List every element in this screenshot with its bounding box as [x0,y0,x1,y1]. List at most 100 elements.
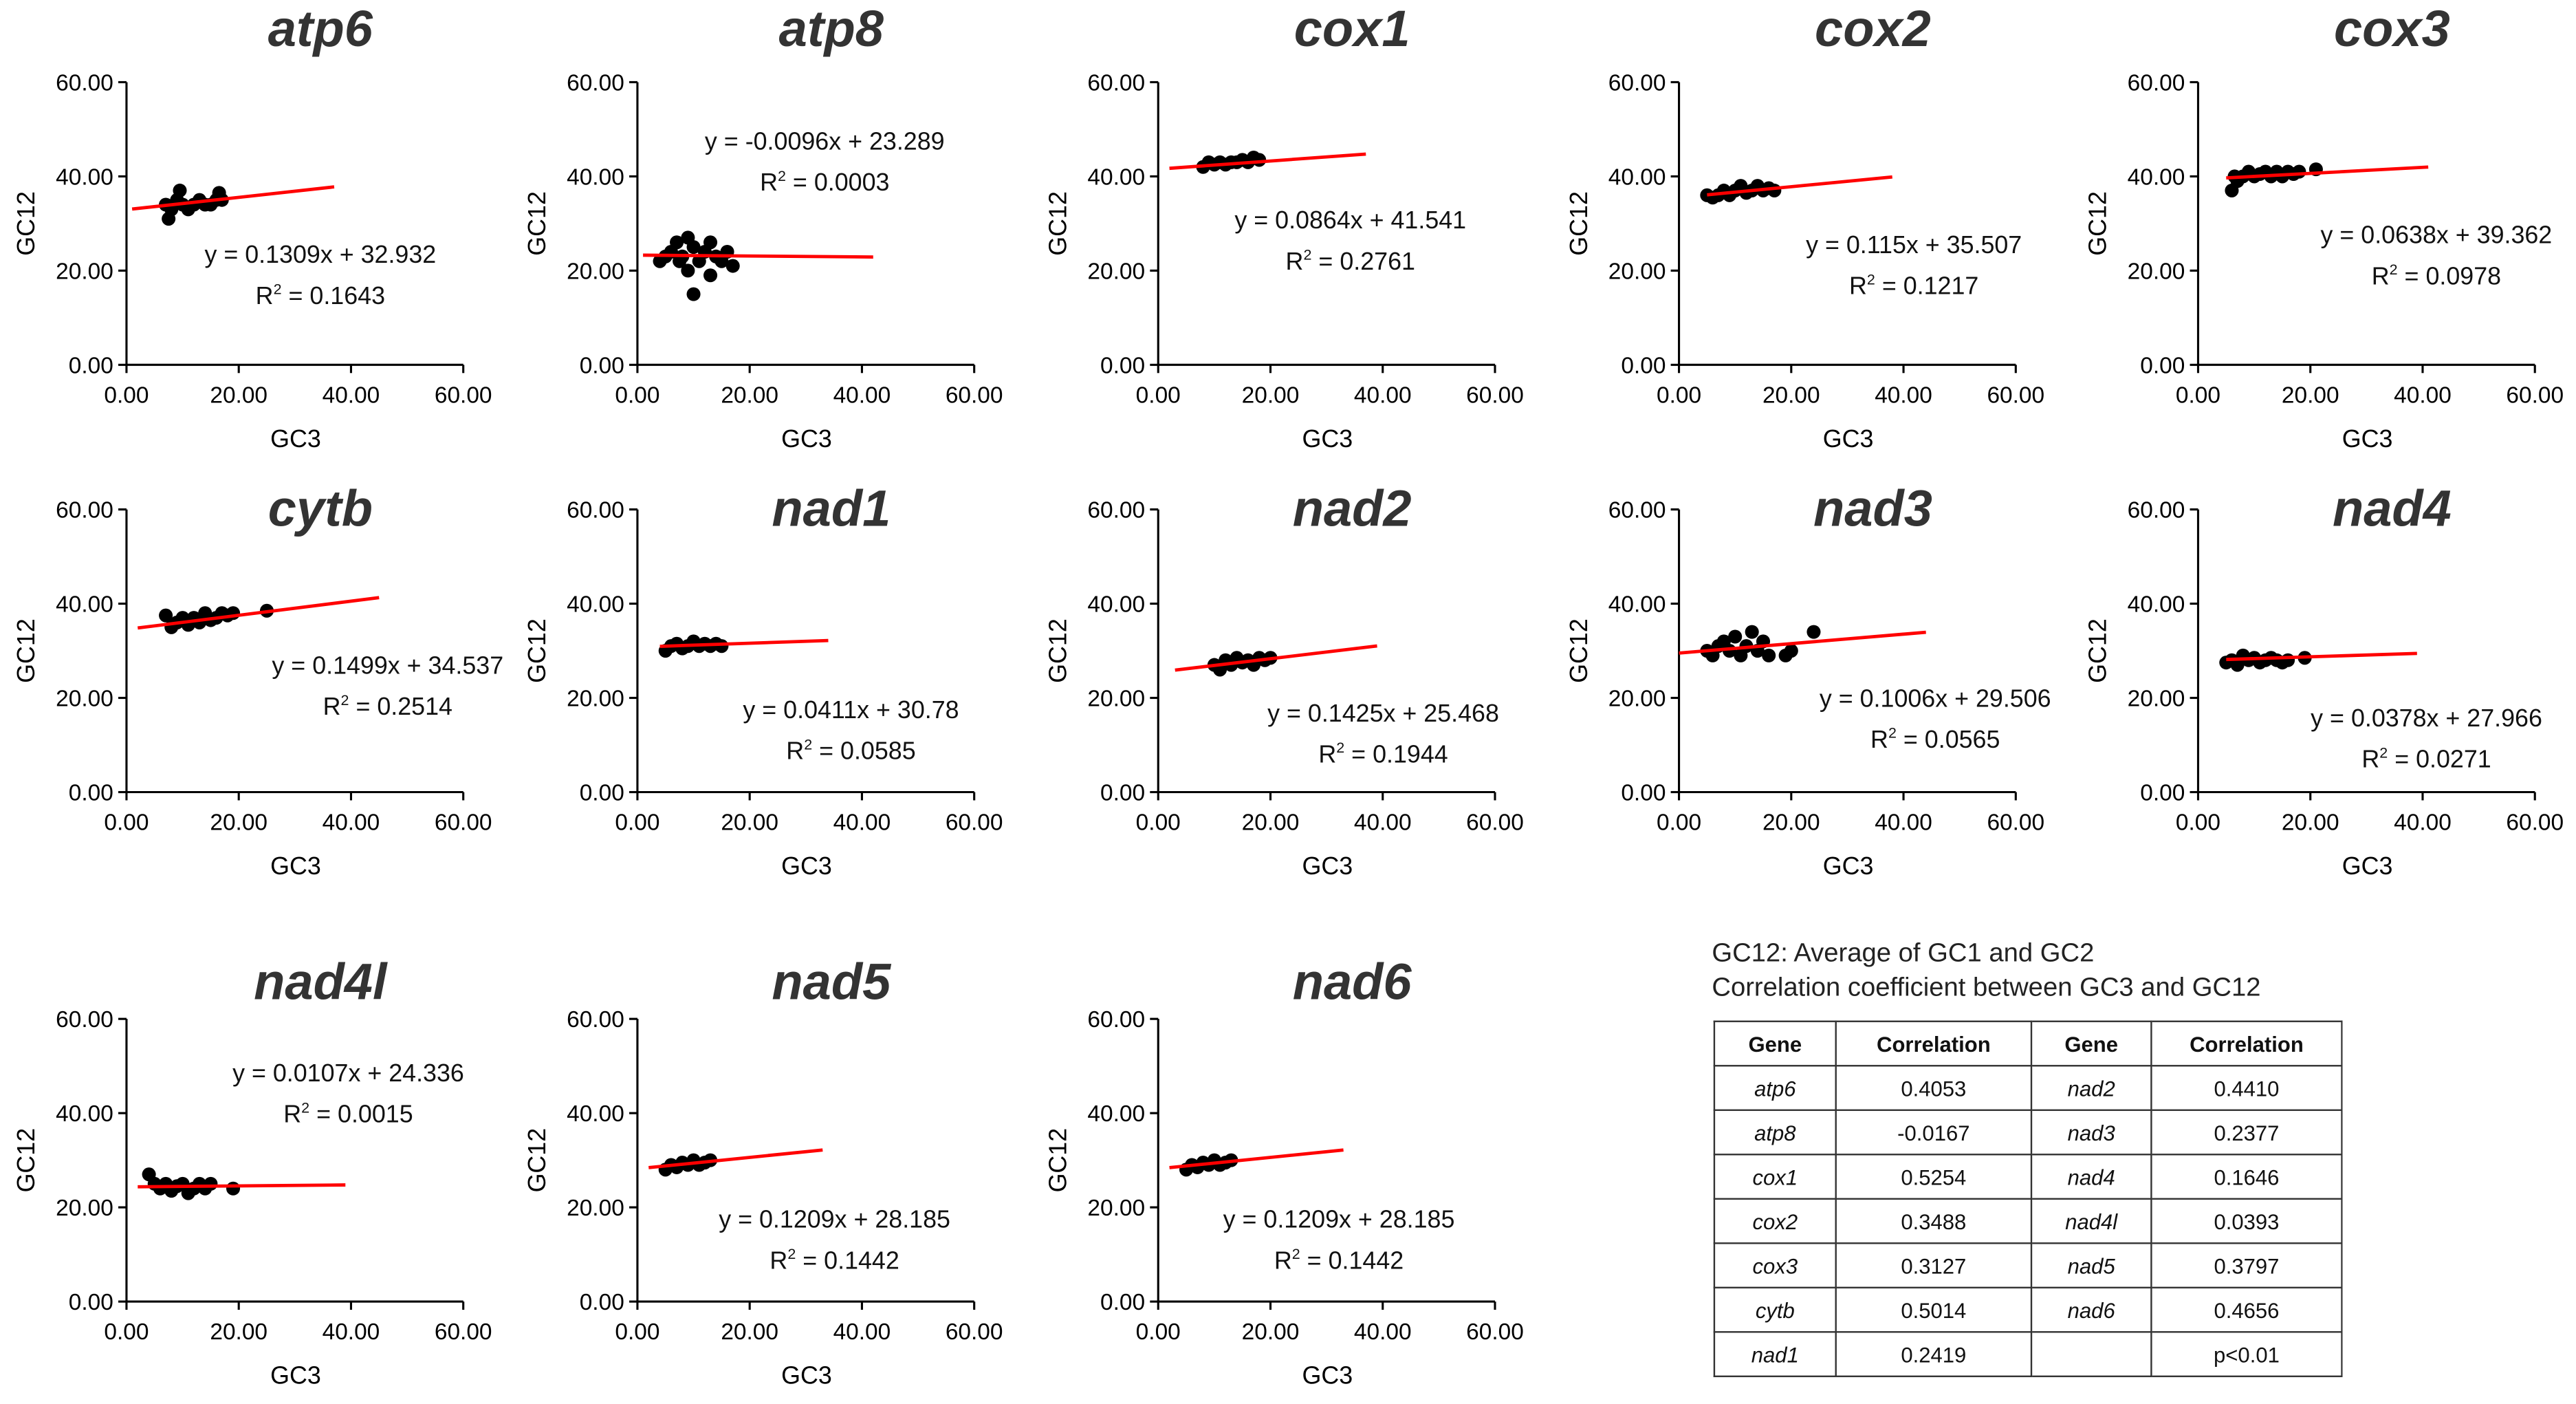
regression-equation: y = -0.0096x + 23.289 [704,128,945,156]
gene-cell [2030,1331,2152,1377]
regression-equation: y = 0.1209x + 28.185 [1223,1206,1455,1235]
r2-value: 0.1643 [309,282,386,311]
r2-label: R [1285,248,1304,277]
plot-area: 0.00 20.00 40.00 60.00 0.00 20.00 40.00 60.00 GC… [12,1007,492,1390]
regression-equation: y = 0.0107x + 24.336 [232,1059,464,1088]
correlation-table: Gene Correlation Gene Correlation atp6 0.… [1713,1020,2343,1377]
r2-value: 0.1442 [824,1247,899,1275]
r-squared: R2 = 0.1442 [1274,1245,1404,1275]
x-axis-label: GC3 [270,1362,321,1390]
table-row: cytb 0.5014 nad6 0.4656 [1713,1286,2343,1333]
panel-title: cytb [268,479,373,538]
scatter-panel-nad5: nad5 0.00 20.00 40.00 60.00 0.00 20.00 40.00 60.… [511,937,1004,1397]
y-tick-label: 20.00 [56,1196,113,1221]
plot-area: 0.00 20.00 40.00 60.00 0.00 20.00 40.00 60.00 GC… [12,70,492,452]
y-tick-label: 20.00 [56,259,113,284]
r2-label: R [2361,746,2380,775]
r2-sup: 2 [1303,246,1312,263]
trendline [137,596,380,630]
y-tick-label: 0.00 [69,1290,113,1315]
trendline [2226,651,2417,662]
x-tick-label: 40.00 [323,382,380,408]
gene-cell: cytb [1713,1286,1837,1333]
scatter-panel-atp6: atp6 0.00 20.00 40.00 60.00 0.00 20.00 40.00 60.… [0,0,493,460]
correlation-cell: p<0.01 [2150,1331,2343,1377]
y-tick-label: 60.00 [56,70,113,96]
table-row: cox2 0.3488 nad4l 0.0393 [1713,1198,2343,1244]
trendline [643,253,873,259]
scatter-panel-cox2: cox2 0.00 20.00 40.00 60.00 0.00 20.00 40.00 60.… [1553,0,2046,460]
y-tick-label: 60.00 [2128,70,2185,96]
y-tick-label: 0.00 [2140,353,2185,378]
scatter-panel-cox3: cox3 0.00 20.00 40.00 60.00 0.00 20.00 40.00 60.… [2072,0,2565,460]
x-tick-label: 0.00 [615,382,659,408]
y-tick-label: 60.00 [567,70,624,96]
regression-annotation: y = 0.0864x + 41.541 R2 = 0.2761 [1234,206,1466,280]
y-tick-label: 40.00 [1087,1101,1145,1127]
x-tick-label: 60.00 [1466,1319,1524,1345]
x-axis-label: GC3 [1302,852,1353,880]
x-tick-label: 20.00 [1762,382,1820,408]
scatter-panel-nad4l: nad4l 0.00 20.00 40.00 60.00 0.00 20.00 40.00 60… [0,937,493,1397]
y-tick-label: 60.00 [1087,1007,1145,1033]
x-tick-label: 20.00 [1762,810,1820,835]
y-tick-label: 0.00 [2140,780,2185,806]
x-tick-label: 20.00 [210,382,268,408]
x-tick-label: 60.00 [1987,810,2044,835]
gene-cell: nad4l [2030,1198,2152,1244]
r2-label: R [1318,741,1337,770]
r2-value: 0.0978 [2425,263,2502,291]
plot-area: 0.00 20.00 40.00 60.00 0.00 20.00 40.00 60.00 GC… [1044,498,1523,880]
r-squared: R2 = 0.1442 [769,1245,899,1275]
y-tick-label: 60.00 [567,1007,624,1033]
x-tick-label: 40.00 [323,1319,380,1345]
r-squared: R2 = 0.2761 [1285,246,1415,277]
regression-annotation: y = 0.0411x + 30.78 R2 = 0.0585 [743,695,959,770]
correlation-cell: 0.3797 [2150,1242,2343,1288]
r2-label: R [1870,726,1888,755]
r-squared: R2 = 0.0271 [2361,744,2491,775]
x-tick-label: 0.00 [1136,1319,1181,1345]
r2-label: R [255,282,274,311]
correlation-cell: 0.5254 [1835,1154,2033,1200]
x-tick-label: 0.00 [104,1319,149,1345]
header-correlation: Correlation [1835,1020,2033,1067]
gene-cell: cox3 [1713,1242,1837,1288]
gene-cell: nad1 [1713,1331,1837,1377]
y-tick-label: 20.00 [1087,259,1145,284]
x-axis-label: GC3 [2342,425,2393,453]
gene-cell: nad4 [2030,1154,2152,1200]
x-tick-label: 60.00 [946,1319,1003,1345]
panel-title: nad1 [772,479,891,538]
regression-annotation: y = 0.1006x + 29.506 R2 = 0.0565 [1820,684,2051,758]
x-tick-label: 40.00 [1354,1319,1412,1345]
data-point [226,1181,241,1196]
r-squared: R2 = 0.1217 [1848,271,1979,301]
y-tick-label: 40.00 [2128,592,2185,618]
regression-annotation: y = 0.0107x + 24.336 R2 = 0.0015 [232,1059,464,1133]
x-tick-label: 0.00 [1136,810,1181,835]
data-point [159,608,173,623]
x-tick-label: 20.00 [721,810,778,835]
r2-sup: 2 [804,736,813,753]
correlation-cell: 0.3127 [1835,1242,2033,1288]
scatter-panel-nad4: nad4 0.00 20.00 40.00 60.00 0.00 20.00 40.00 60.… [2072,427,2565,887]
gene-cell: cox2 [1713,1198,1837,1244]
x-axis-label: GC3 [1823,852,1874,880]
y-tick-label: 0.00 [1621,353,1666,378]
regression-annotation: y = 0.1499x + 34.537 R2 = 0.2514 [272,651,503,725]
caption-line-1: GC12: Average of GC1 and GC2 [1712,940,2095,969]
x-tick-label: 60.00 [946,382,1003,408]
y-tick-label: 60.00 [1608,70,1666,96]
data-point [670,235,684,250]
gene-cell: atp8 [1713,1109,1837,1156]
data-point [1807,625,1821,639]
x-tick-label: 60.00 [2506,382,2564,408]
y-tick-label: 20.00 [567,686,624,711]
trendline [1169,152,1366,171]
r2-sup: 2 [1866,271,1875,288]
regression-annotation: y = 0.0378x + 27.966 R2 = 0.0271 [2311,703,2542,777]
x-tick-label: 40.00 [833,1319,891,1345]
y-tick-label: 40.00 [56,592,113,618]
